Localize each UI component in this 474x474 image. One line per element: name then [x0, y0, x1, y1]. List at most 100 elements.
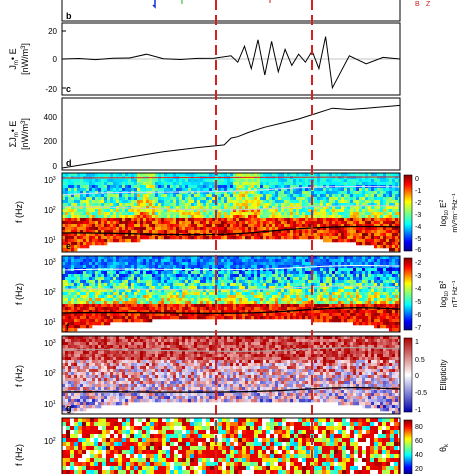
spectrogram-cell [80, 292, 84, 296]
spectrogram-cell [263, 283, 267, 287]
spectrogram-cell [95, 218, 99, 222]
spectrogram-cell [356, 173, 360, 177]
spectrogram-cell [392, 233, 396, 237]
spectrogram-cell [152, 295, 156, 299]
spectrogram-cell [374, 194, 378, 198]
spectrogram-cell [152, 283, 156, 287]
spectrogram-cell [359, 307, 363, 311]
spectrogram-cell [305, 179, 309, 183]
spectrogram-cell [380, 179, 384, 183]
spectrogram-cell [158, 277, 162, 281]
spectrogram-cell [329, 221, 333, 225]
spectrogram-cell [80, 224, 84, 228]
spectrogram-cell [122, 307, 126, 311]
spectrogram-cell [218, 188, 222, 192]
spectrogram-cell [191, 301, 195, 305]
spectrogram-cell [245, 209, 249, 213]
spectrogram-cell [203, 256, 207, 260]
spectrogram-cell [248, 313, 252, 317]
spectrogram-cell [167, 224, 171, 228]
spectrogram-cell [155, 286, 159, 290]
spectrogram-cell [194, 215, 198, 219]
spectrogram-cell [242, 209, 246, 213]
spectrogram-cell [347, 283, 351, 287]
spectrogram-cell [257, 298, 261, 302]
spectrogram-cell [272, 209, 276, 213]
spectrogram-cell [299, 316, 303, 320]
spectrogram-cell [203, 227, 207, 231]
spectrogram-cell [368, 236, 372, 240]
spectrogram-cell [272, 173, 276, 177]
spectrogram-cell [317, 262, 321, 266]
panel-c-label: c [66, 84, 71, 94]
panel-d-ylabel-rest: • E [8, 121, 18, 133]
spectrogram-cell [80, 233, 84, 237]
spectrogram-cell [104, 230, 108, 234]
spectrogram-cell [395, 245, 399, 249]
spectrogram-cell [245, 283, 249, 287]
spectrogram-cell [383, 256, 387, 260]
spectrogram-cell [257, 179, 261, 183]
spectrogram-cell [98, 182, 102, 186]
spectrogram-cell [377, 215, 381, 219]
spectrogram-cell [362, 188, 366, 192]
spectrogram-cell [194, 206, 198, 210]
spectrogram-cell [344, 304, 348, 308]
spectrogram-cell [140, 259, 144, 263]
spectrogram-cell [254, 227, 258, 231]
spectrogram-cell [287, 185, 291, 189]
spectrogram-cell [281, 280, 285, 284]
spectrogram-cell [224, 215, 228, 219]
spectrogram-cell [308, 316, 312, 320]
spectrogram-cell [182, 283, 186, 287]
spectrogram-cell [92, 319, 96, 323]
spectrogram-cell [263, 274, 267, 278]
spectrogram-cell [398, 194, 400, 198]
spectrogram-cell [179, 182, 183, 186]
spectrogram-cell [332, 310, 336, 314]
spectrogram-cell [359, 203, 363, 207]
spectrogram-cell [125, 239, 129, 243]
spectrogram-cell [122, 301, 126, 305]
spectrogram-cell [389, 242, 393, 246]
spectrogram-cell [284, 185, 288, 189]
spectrogram-cell [269, 280, 273, 284]
spectrogram-cell [188, 194, 192, 198]
spectrogram-cell [248, 277, 252, 281]
spectrogram-cell [335, 274, 339, 278]
spectrogram-cell [281, 191, 285, 195]
spectrogram-cell [389, 245, 393, 249]
spectrogram-cell [161, 203, 165, 207]
spectrogram-cell [77, 280, 81, 284]
spectrogram-cell [281, 313, 285, 317]
spectrogram-cell [239, 185, 243, 189]
spectrogram-cell [320, 233, 324, 237]
spectrogram-cell [260, 277, 264, 281]
spectrogram-cell [77, 298, 81, 302]
spectrogram-cell [167, 203, 171, 207]
spectrogram-cell [122, 197, 126, 201]
spectrogram-cell [347, 280, 351, 284]
spectrogram-cell [263, 221, 267, 225]
spectrogram-cell [173, 274, 177, 278]
spectrogram-cell [146, 194, 150, 198]
spectrogram-cell [254, 233, 258, 237]
spectrogram-cell [113, 218, 117, 222]
spectrogram-cell [176, 280, 180, 284]
spectrogram-cell [77, 173, 81, 177]
spectrogram-cell [305, 313, 309, 317]
spectrogram-cell [188, 185, 192, 189]
spectrogram-cell [176, 292, 180, 296]
spectrogram-cell [113, 259, 117, 263]
spectrogram-cell [119, 316, 123, 320]
spectrogram-cell [203, 206, 207, 210]
spectrogram-cell [137, 227, 141, 231]
spectrogram-cell [164, 203, 168, 207]
spectrogram-cell [365, 218, 369, 222]
spectrogram-cell [251, 310, 255, 314]
spectrogram-cell [266, 227, 270, 231]
spectrogram-cell [299, 310, 303, 314]
spectrogram-cell [347, 179, 351, 183]
spectrogram-cell [104, 316, 108, 320]
spectrogram-cell [371, 188, 375, 192]
